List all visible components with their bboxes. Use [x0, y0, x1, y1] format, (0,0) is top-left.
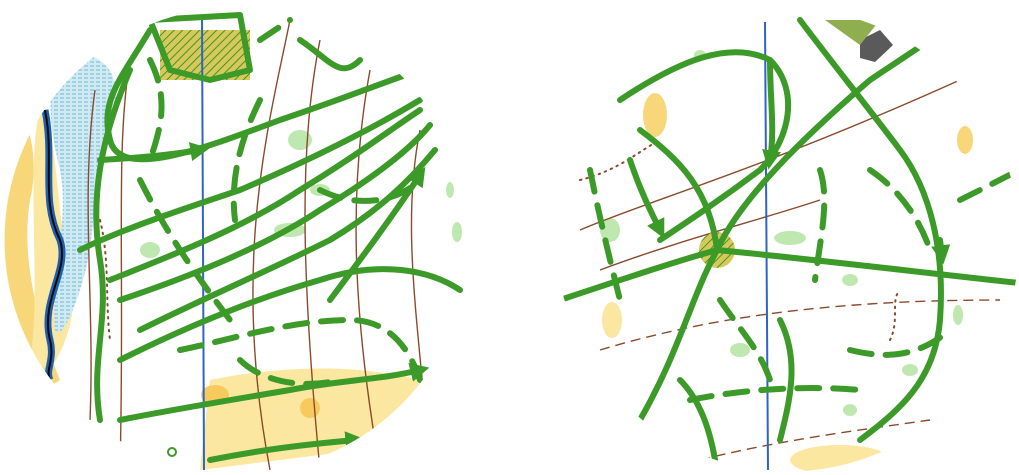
map-comparison-canvas	[0, 0, 1019, 475]
map-svg	[0, 0, 1019, 475]
